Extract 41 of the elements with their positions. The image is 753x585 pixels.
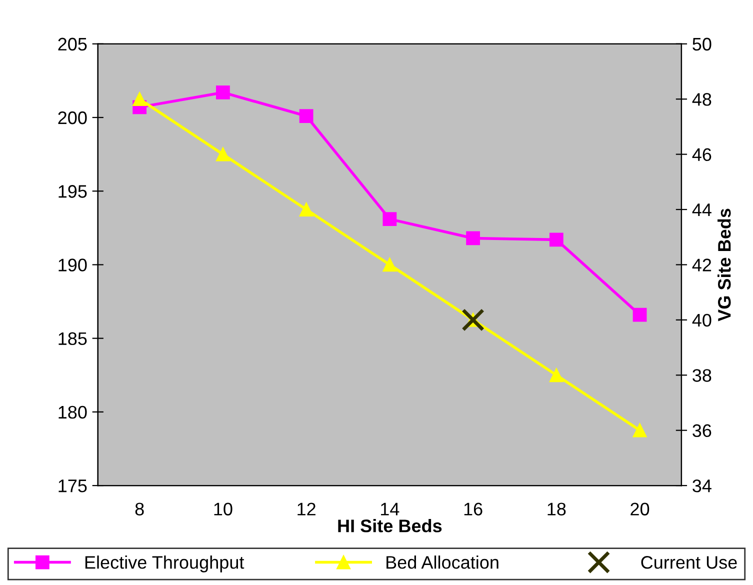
y-tick-label: 185	[58, 332, 87, 346]
point	[382, 212, 397, 226]
y-tick-label: 195	[58, 185, 87, 198]
y2-tick-label: 42	[692, 258, 712, 272]
y2-tick-label: 44	[692, 204, 712, 216]
x-axis-title: HI Site Beds	[338, 519, 442, 532]
legend-label: Bed Allocation	[386, 556, 498, 569]
point	[632, 308, 647, 322]
y2-tick-label: 40	[692, 314, 712, 327]
point	[299, 109, 314, 123]
y-tick-label: 190	[58, 258, 87, 272]
y2-tick-label: 48	[692, 93, 712, 106]
point	[549, 232, 564, 247]
point	[466, 231, 480, 246]
x-tick-label: 8	[135, 502, 144, 516]
y2-tick-label: 46	[692, 148, 712, 162]
point	[216, 86, 230, 100]
point	[299, 202, 314, 216]
x-tick-label: 18	[548, 502, 566, 516]
x-tick-label: 10	[214, 502, 232, 516]
y-tick-label: 175	[58, 480, 87, 492]
point	[632, 423, 647, 438]
y2-tick-label: 50	[692, 38, 712, 51]
x-tick-label: 14	[381, 502, 400, 516]
x-tick-label: 16	[464, 502, 482, 516]
x-tick-label: 20	[630, 502, 650, 516]
point	[549, 368, 564, 382]
y-tick-label: 180	[58, 406, 87, 419]
point	[216, 147, 230, 162]
x-tick-label: 12	[298, 502, 316, 516]
y2-tick-label: 36	[692, 424, 712, 438]
point	[462, 308, 485, 332]
y2-tick-label: 34	[692, 479, 712, 492]
y-tick-label: 200	[58, 111, 87, 124]
y2-axis-title: VG Site Beds	[718, 208, 731, 322]
point	[132, 92, 147, 106]
legend-label: Current Use	[641, 556, 737, 569]
point	[382, 258, 397, 272]
y2-tick-label: 38	[692, 369, 712, 382]
legend-label: Elective Throughput	[85, 556, 244, 572]
y-tick-label: 205	[58, 38, 87, 51]
